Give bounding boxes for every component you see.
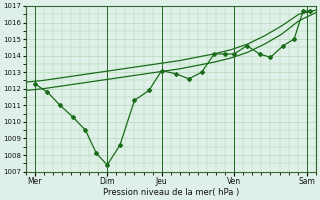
X-axis label: Pression niveau de la mer( hPa ): Pression niveau de la mer( hPa )	[103, 188, 239, 197]
